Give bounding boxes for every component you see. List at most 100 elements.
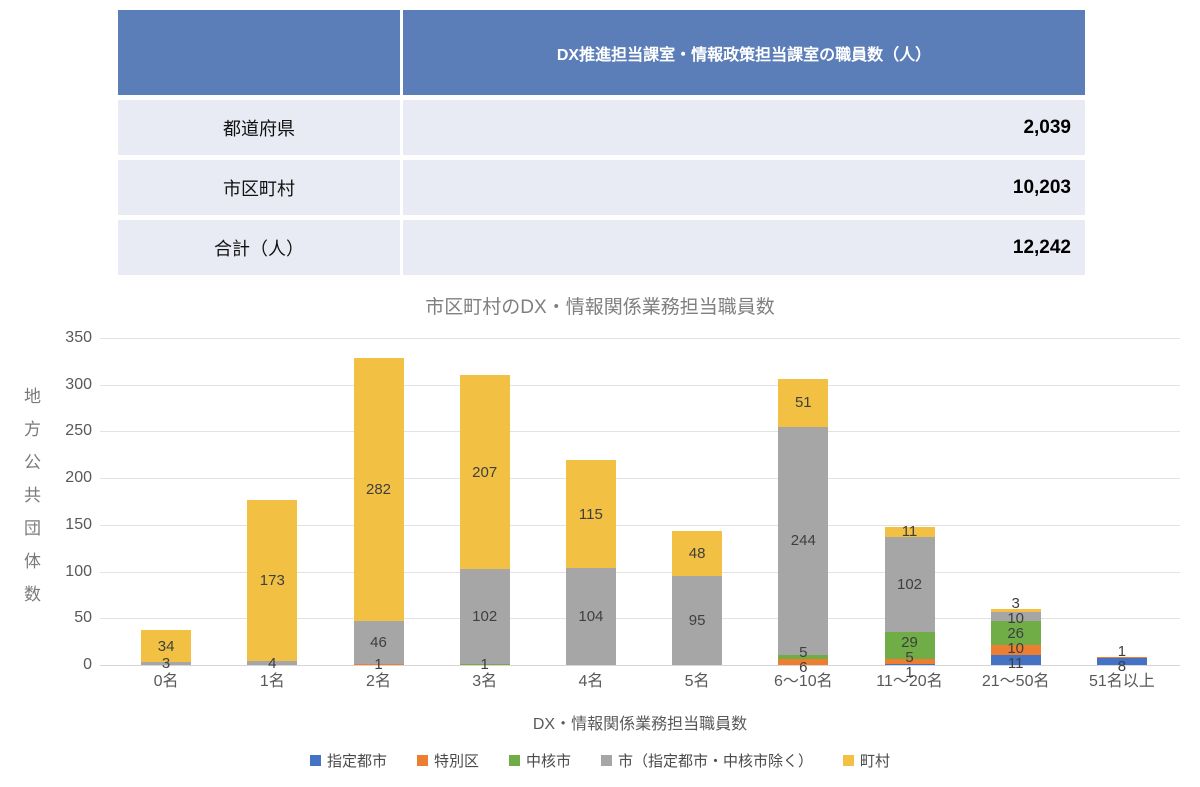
legend-swatch-icon [508, 755, 520, 766]
legend-swatch-icon [309, 755, 321, 766]
bar-segment [247, 661, 298, 665]
bar-segment [884, 537, 935, 633]
bar-data-label: 102 [896, 576, 923, 594]
bar-segment [884, 632, 935, 660]
y-tick-label: 0 [83, 656, 92, 673]
y-tick-label: 250 [65, 422, 92, 440]
y-tick-label: 200 [65, 469, 92, 487]
bar-data-label: 10 [1007, 640, 1025, 658]
legend-swatch-icon [601, 755, 612, 766]
legend-item: 指定都市 [309, 750, 387, 771]
x-tick-label: 5名 [684, 673, 710, 690]
y-axis-title: 地方公共団体数 [24, 388, 41, 603]
x-axis-line [100, 665, 1180, 666]
bar-data-label: 11 [901, 523, 918, 541]
y-tick-label: 350 [65, 329, 92, 346]
gridline [100, 384, 1180, 386]
bar-data-label: 26 [1007, 625, 1025, 643]
y-axis-title-char: 共 [24, 486, 41, 505]
bar-data-label: 8 [1117, 658, 1127, 676]
bar-segment [778, 379, 829, 427]
bar-data-label: 102 [472, 607, 498, 625]
bar-segment [247, 499, 298, 662]
y-axis-title-char: 方 [24, 420, 41, 439]
x-tick-label: 6～10名 [773, 673, 833, 690]
bar-segment [565, 567, 616, 665]
table-row: 都道府県 2,039 [118, 100, 1085, 155]
bar-data-label: 46 [370, 634, 387, 652]
stacked-bar-chart: 市区町村のDX・情報関係業務担当職員数 地方公共団体数 0 50 100 150 200… [0, 290, 1200, 787]
gridline [100, 524, 1180, 526]
bar-segment [459, 568, 510, 665]
legend-label: 中核市 [525, 753, 571, 770]
row-value: 12,242 [403, 220, 1085, 275]
legend-label: 特別区 [433, 753, 479, 770]
bar-segment [459, 375, 510, 569]
legend-swatch-icon [416, 755, 428, 766]
bar-segment [1096, 657, 1147, 665]
bar-data-label: 207 [472, 463, 498, 481]
bar-segment [672, 576, 723, 665]
gridline [100, 431, 1180, 433]
x-tick-label: 4名 [578, 673, 604, 690]
bar-segment [141, 662, 192, 665]
bar-data-label: 104 [578, 607, 604, 625]
legend-label: 指定都市 [326, 753, 387, 770]
bar-data-label: 1 [480, 656, 489, 674]
bar-segment [353, 357, 404, 622]
bar-data-label: 173 [259, 571, 285, 589]
chart-title: 市区町村のDX・情報関係業務担当職員数 [425, 297, 775, 318]
bar-data-label: 1 [374, 656, 383, 674]
row-label: 合計（人） [118, 220, 400, 275]
bar-segment [778, 659, 829, 665]
bar-data-label: 1 [905, 663, 914, 681]
table-header-empty-cell [118, 10, 400, 95]
bar-segment [884, 664, 935, 665]
table-row: 市区町村 10,203 [118, 160, 1085, 215]
y-axis-title-char: 地 [24, 387, 41, 406]
bar-segment [141, 630, 192, 663]
y-axis-title-char: 数 [24, 585, 41, 604]
bar-segment [353, 621, 404, 665]
legend-swatch-icon [843, 755, 855, 766]
bar-data-label: 95 [688, 612, 706, 630]
row-value: 10,203 [403, 160, 1085, 215]
bar-segment [778, 654, 829, 660]
y-tick-label: 50 [74, 609, 92, 627]
bar-data-label: 3 [1011, 595, 1020, 613]
bar-data-label: 48 [688, 545, 706, 563]
bar-data-label: 5 [905, 648, 914, 666]
bar-data-label: 29 [901, 633, 918, 651]
x-tick-label: 3名 [472, 673, 498, 690]
table-row: 合計（人） 12,242 [118, 220, 1085, 275]
bar-data-label: 11 [1007, 655, 1024, 673]
bar-data-label: 4 [268, 654, 277, 672]
legend-item: 中核市 [508, 750, 571, 771]
legend-label: 市（指定都市・中核市除く） [618, 753, 814, 770]
row-value: 2,039 [403, 100, 1085, 155]
bar-data-label: 5 [799, 643, 808, 661]
bar-segment [353, 664, 404, 665]
bar-segment [672, 531, 723, 577]
bar-segment [884, 526, 935, 537]
bar-segment [565, 460, 616, 568]
y-axis-title-char: 体 [24, 552, 41, 571]
bar-segment [778, 426, 829, 655]
x-tick-label: 0名 [153, 673, 179, 690]
x-tick-label: 21～50名 [981, 673, 1050, 690]
y-axis-title-char: 団 [24, 519, 41, 538]
bar-segment [990, 621, 1041, 646]
row-label: 市区町村 [118, 160, 400, 215]
bar-data-label: 34 [157, 637, 175, 655]
gridline [100, 338, 1180, 339]
y-axis-title-char: 公 [24, 453, 41, 472]
bar-segment [990, 608, 1041, 612]
bar-data-label: 6 [799, 658, 808, 676]
y-tick-label: 150 [65, 515, 92, 533]
bar-segment [990, 645, 1041, 655]
bar-data-label: 51 [794, 394, 812, 412]
bar-segment [990, 611, 1041, 622]
table-header-title: DX推進担当課室・情報政策担当課室の職員数（人） [403, 10, 1085, 95]
y-tick-label: 300 [65, 375, 92, 393]
